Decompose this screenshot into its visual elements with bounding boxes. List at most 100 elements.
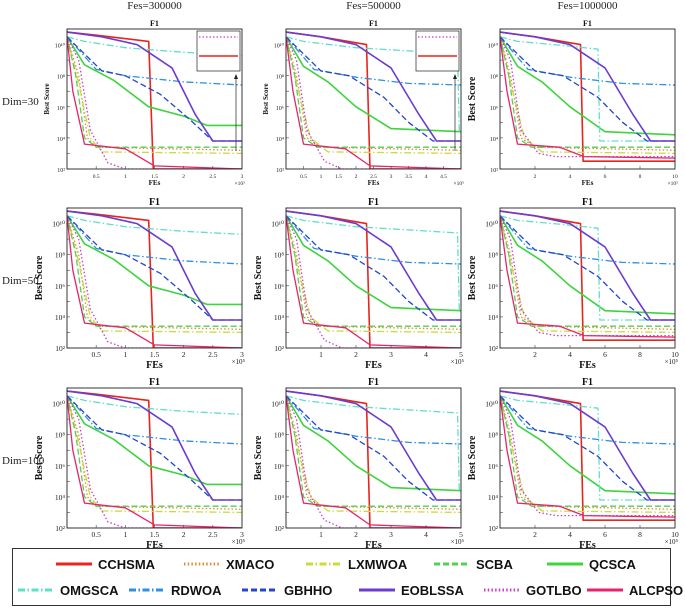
legend-swatch [547,562,583,566]
y-tick-label: 10⁸ [274,251,285,260]
series-line-qcsca [286,215,461,312]
y-tick-label: 10⁶ [274,462,285,471]
convergence-panel: F1 10¹⁰ 10⁸ 10⁶ 10⁴ 10² 0.5 1 1.5 2 2.5 3×10⁵ FEs Bes… [34,197,246,371]
x-tick-label: 2.5 [208,350,218,359]
series-group [67,210,242,348]
x-tick-label: 3 [240,350,244,359]
legend-item-eoblssa: EOBLSSA [358,581,464,599]
y-tick-label: 10¹⁰ [52,400,65,409]
series-line-gotlbo [500,215,675,337]
inset-arrowhead [453,74,457,79]
legend-swatch [359,588,395,592]
series-line-scba [67,395,242,507]
y-tick-label: 10⁸ [488,431,499,440]
y-tick-label: 10² [276,168,284,174]
series-line-alcpso [286,395,461,528]
y-tick-label: 10² [57,168,65,174]
convergence-panel: F1 10¹⁰ 10⁸ 10⁶ 10⁴ 10² 2 4 6 8 10×10⁵ FEs Best Scor… [467,19,678,187]
x-tick-label: 10 [672,174,678,180]
x-axis-label: FEs [368,179,380,187]
convergence-panel: F1 10¹⁰ 10⁸ 10⁶ 10⁴ 10² 1 2 3 4 5×10⁵ FEs Best Score [253,377,465,548]
x-tick-label: 4 [424,350,428,359]
series-group [286,210,461,348]
plot-area [500,29,675,169]
y-tick-label: 10² [490,168,498,174]
axes-frame [499,28,676,170]
axes-frame [499,207,676,349]
y-tick-label: 10¹⁰ [488,43,499,50]
series-line-xmaco [286,36,461,151]
convergence-panel: F1 10¹⁰ 10⁸ 10⁶ 10⁴ 10² 2 4 6 8 10×10⁵ FEs Best Scor… [467,377,679,548]
legend-swatch [306,562,342,566]
x-tick-label: 0.5 [91,530,101,539]
legend-label: OMGSCA [60,582,119,598]
series-line-omgsca [286,215,461,312]
series-line-gbhho [500,36,675,142]
series-line-alcpso [286,215,461,348]
series-line-eoblssa [500,210,675,321]
x-tick-label: 3 [389,350,393,359]
series-line-omgsca [286,395,461,492]
y-axis-label: Best Score [253,435,264,480]
x-tick-label: 1 [319,530,323,539]
series-line-scba [500,395,675,507]
x-tick-label: 4 [424,530,428,539]
series-line-eoblssa [500,390,675,501]
convergence-panel: F1 10¹⁰ 10⁸ 10⁶ 10⁴ 10² 2 4 6 8 10×10⁵ FEs Best Scor… [467,197,679,371]
y-tick-label: 10⁶ [55,282,66,291]
y-tick-label: 10⁸ [57,75,65,81]
series-line-gbhho [286,395,461,501]
x-tick-label: 0.5 [93,174,100,180]
x-tick-label: 1 [123,530,127,539]
panel-title: F1 [368,377,379,388]
y-tick-label: 10⁴ [276,137,284,143]
legend-label: EOBLSSA [401,582,464,598]
x-tick-label: 10 [671,530,679,539]
y-tick-label: 10² [274,524,285,533]
x-tick-label: 2 [182,530,186,539]
y-tick-label: 10⁸ [55,431,66,440]
legend-label: XMACO [226,556,275,572]
series-line-omgsca [286,36,461,133]
series-line-alcpso [286,36,461,169]
x-axis-label: FEs [579,540,596,548]
x-tick-label: 4 [425,174,428,180]
x-tick-label: 2.5 [208,530,218,539]
series-line-gotlbo [67,215,242,348]
series-line-scba [500,215,675,327]
legend-label: SCBA [476,556,513,572]
series-line-qcsca [67,36,242,127]
series-line-xmaco [67,395,242,510]
x-tick-label: 8 [639,174,642,180]
series-line-alcpso [67,215,242,348]
x-tick-label: 2 [182,350,186,359]
series-line-qcsca [67,395,242,486]
series-group [500,210,675,342]
series-line-lxmwoa [67,36,242,155]
series-line-scba [286,215,461,327]
legend-label: ALCPSO [629,582,684,598]
x-tick-label: 5 [459,350,463,359]
series-line-qcsca [500,215,675,315]
y-tick-label: 10² [55,524,66,533]
figure-canvas: Fes=300000 Fes=500000 Fes=1000000 Dim=30Di… [2,0,679,548]
x-tick-label: 1.5 [150,530,160,539]
y-tick-label: 10² [274,344,285,353]
y-axis-label: Best Score [467,435,478,480]
series-line-eoblssa [67,390,242,501]
y-axis-label: Best Score [253,255,264,300]
x-multiplier-label: ×10⁵ [232,538,246,546]
x-tick-label: 2 [533,350,537,359]
series-line-gbhho [286,215,461,321]
series-line-rdwoa [286,36,461,86]
y-tick-label: 10¹⁰ [271,400,284,409]
legend-swatch [184,562,220,566]
column-header: Fes=1000000 [558,0,618,12]
y-axis-label: Best Score [467,255,478,300]
row-header: Dim=100 [2,455,45,467]
series-line-xmaco [67,215,242,330]
x-tick-label: 2 [533,530,537,539]
series-line-qcsca [286,36,461,133]
column-headers: Fes=300000 Fes=500000 Fes=1000000 [127,0,618,12]
series-line-xmaco [67,36,242,151]
